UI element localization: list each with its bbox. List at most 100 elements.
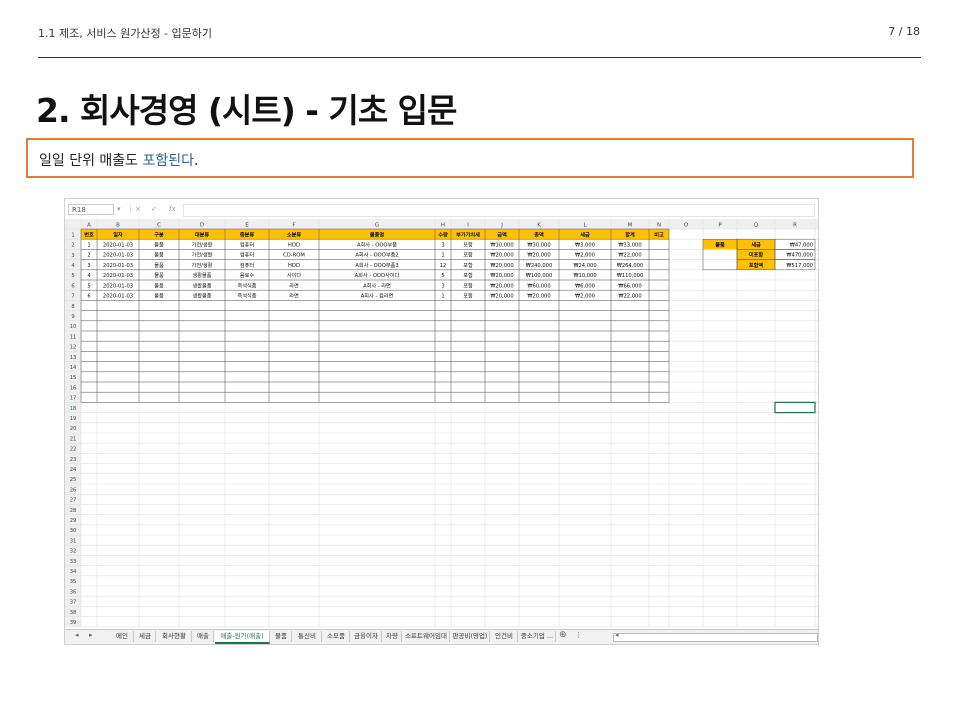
row-number: 36 (70, 589, 77, 595)
sheet-tab[interactable]: 세금 (135, 631, 156, 642)
table-cell: 컴퓨터 (240, 241, 255, 249)
cancel-icon[interactable]: × (135, 205, 141, 213)
table-cell: 물품 (154, 293, 164, 300)
table-cell: 물품 (154, 242, 164, 249)
chevron-down-icon[interactable]: ▾ (117, 205, 121, 213)
column-letter: I (467, 223, 469, 229)
table-cell: HDD (288, 263, 300, 269)
table-cell: 5 (87, 283, 90, 289)
name-box[interactable]: R18 (68, 204, 114, 215)
sheet-tab[interactable]: 소모품 (323, 631, 350, 642)
table-cell: 2020-01-03 (103, 283, 133, 289)
summary-value-cell (774, 259, 816, 271)
table-cell: 컴퓨터 (240, 251, 255, 259)
table-cell: 1 (441, 294, 444, 300)
table-cell: CD-ROM (283, 253, 305, 259)
summary-category-border (702, 238, 738, 271)
column-letter: G (375, 223, 379, 229)
sheet-tab[interactable]: 중소기업 ... (519, 631, 556, 642)
table-cell: 3 (441, 243, 444, 249)
table-header-cell: 금액 (497, 230, 507, 238)
row-number: 13 (70, 355, 77, 361)
table-header-cell: 구분 (154, 230, 164, 238)
table-cell: 라면 (289, 292, 299, 300)
row-number: 23 (70, 457, 77, 463)
table-header-cell: 물품명 (370, 230, 385, 238)
scroll-left-icon[interactable]: ◂ (615, 631, 619, 639)
table-cell: 생활물품 (192, 292, 211, 300)
table-header-cell: 대분류 (195, 230, 210, 238)
table-header-cell: 비고 (654, 230, 664, 238)
table-cell: 2020-01-03 (103, 294, 133, 300)
sheet-tab[interactable]: 메인 (111, 631, 134, 642)
row-number: 35 (70, 579, 77, 585)
table-cell: ₩100,000 (526, 273, 553, 279)
sheet-tab[interactable]: 회사현황 (157, 631, 192, 642)
row-number: 17 (70, 396, 77, 402)
fx-icon[interactable]: fx (169, 205, 176, 213)
row-number: 24 (70, 467, 77, 473)
column-letter: H (441, 223, 445, 229)
column-letter: B (116, 223, 120, 229)
table-header-cell: 총액 (534, 230, 544, 238)
table-header-fill (81, 229, 669, 240)
row-number: 11 (70, 334, 77, 340)
table-cell: ₩6,000 (575, 283, 595, 289)
row-number: 9 (71, 314, 74, 320)
table-cell: 음료수 (240, 272, 255, 279)
table-cell: ₩22,000 (618, 294, 641, 300)
callout-box: 일일 단위 매출도 포함된다. (26, 138, 914, 178)
sheet-tab[interactable]: 통신비 (293, 631, 322, 642)
enter-icon[interactable]: ✓ (151, 205, 157, 213)
column-letter: O (684, 223, 689, 229)
sheet-tab[interactable]: 판공비(영업) (451, 631, 490, 642)
table-cell: ₩20,000 (490, 263, 513, 269)
page-number: 7 / 18 (888, 25, 920, 38)
sheet-tab[interactable]: 소프트웨어임대 (403, 631, 450, 642)
sheet-tab[interactable]: 차량 (383, 631, 402, 642)
table-cell: HDD (288, 243, 300, 249)
table-cell: 12 (440, 263, 447, 269)
add-sheet-icon[interactable]: ⊕ (559, 630, 567, 640)
table-cell: ₩2,000 (575, 294, 595, 300)
row-number: 25 (70, 477, 77, 483)
sheet-tab[interactable]: 금융이자 (351, 631, 382, 642)
more-icon[interactable]: ⋮ (575, 631, 582, 639)
table-header-cell: 세금 (580, 230, 590, 238)
table-cell: 컴퓨터 (240, 261, 255, 269)
summary-value: ₩517,000 (786, 263, 813, 269)
callout-text: 일일 단위 매출도 포함된다. (39, 150, 199, 170)
table-cell: 2020-01-03 (103, 263, 133, 269)
column-letter: E (245, 223, 249, 229)
selected-cell (774, 401, 816, 414)
sheet-tab[interactable]: 물품 (271, 631, 292, 642)
table-cell: 생활물품 (192, 271, 211, 279)
horizontal-scrollbar[interactable] (613, 633, 818, 642)
table-cell: 포함 (463, 292, 473, 300)
tab-prev-icon[interactable]: ◂ (75, 631, 79, 639)
table-cell: ₩33,000 (618, 243, 641, 249)
sheet-tab[interactable]: 인건비 (491, 631, 518, 642)
row-number: 22 (70, 447, 77, 453)
row-number: 30 (70, 528, 77, 534)
row-number: 12 (70, 345, 77, 351)
table-header-cell: 수량 (438, 230, 448, 238)
sheet-tab[interactable]: 매출-원가(매출) (215, 631, 270, 644)
row-header-band (65, 229, 81, 627)
tab-next-icon[interactable]: ▸ (89, 631, 93, 639)
row-number: 7 (71, 294, 74, 300)
table-cell: ₩20,000 (490, 273, 513, 279)
row-number: 31 (70, 538, 77, 544)
row-number: 28 (70, 508, 77, 514)
sheet-tab[interactable]: 매출 (193, 631, 214, 642)
column-letter: F (292, 223, 295, 229)
column-letter: C (157, 223, 161, 229)
row-number: 38 (70, 610, 77, 616)
formula-input[interactable] (183, 204, 815, 217)
table-cell: 생활물품 (192, 281, 211, 289)
table-cell: 5 (441, 273, 444, 279)
table-cell: A회사 - OOO사이다 (355, 271, 400, 279)
spreadsheet-grid[interactable]: A B C D E F G H I J K L M N O P Q R1234567891011121314151… (65, 219, 819, 631)
row-number: 16 (70, 385, 77, 391)
